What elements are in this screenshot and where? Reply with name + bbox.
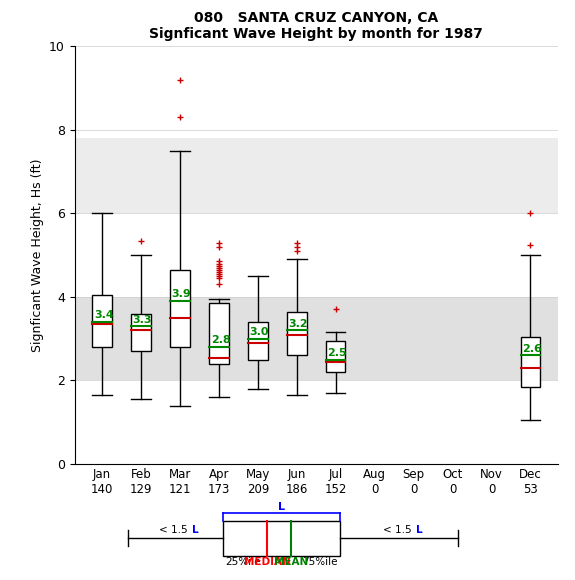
Bar [521,336,540,387]
Text: 3.2: 3.2 [289,318,308,329]
Title: 080   SANTA CRUZ CANYON, CA
Signficant Wave Height by month for 1987: 080 SANTA CRUZ CANYON, CA Signficant Wav… [150,11,483,41]
Text: 3.3: 3.3 [133,314,152,325]
Y-axis label: Signficant Wave Height, Hs (ft): Signficant Wave Height, Hs (ft) [30,158,44,352]
Text: 2.6: 2.6 [522,344,542,354]
Bar [131,314,151,351]
Bar [248,322,267,360]
Text: MEAN: MEAN [274,557,308,567]
Bar [209,303,229,364]
Text: < 1.5: < 1.5 [159,525,191,535]
Bar [223,521,340,556]
Bar [75,138,558,213]
Text: L: L [192,525,198,535]
Bar [287,311,306,356]
Bar [92,295,112,347]
Text: MEDIAN: MEDIAN [244,557,291,567]
Text: 75%ile: 75%ile [302,557,338,567]
Text: L: L [416,525,423,535]
Text: 2.5: 2.5 [328,348,347,358]
Text: 3.9: 3.9 [172,289,191,299]
Bar [326,341,346,372]
Text: 3.0: 3.0 [250,327,269,337]
Text: 2.8: 2.8 [210,335,231,346]
Text: < 1.5: < 1.5 [384,525,415,535]
Bar [170,270,190,347]
Text: 25%ile: 25%ile [225,557,260,567]
Text: L: L [278,502,285,512]
Bar [75,297,558,380]
Text: 3.4: 3.4 [94,310,114,320]
